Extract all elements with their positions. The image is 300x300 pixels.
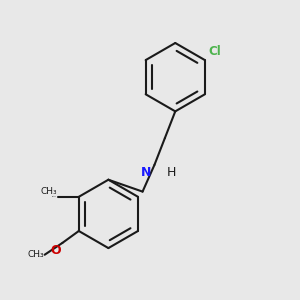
Text: N: N: [141, 166, 152, 179]
Text: CH₃: CH₃: [40, 187, 57, 196]
Text: methyl: methyl: [52, 196, 56, 197]
Text: methoxy: methoxy: [38, 256, 44, 257]
Text: H: H: [166, 166, 176, 179]
Text: Cl: Cl: [208, 45, 221, 58]
Text: CH₃: CH₃: [27, 250, 44, 259]
Text: O: O: [50, 244, 61, 257]
